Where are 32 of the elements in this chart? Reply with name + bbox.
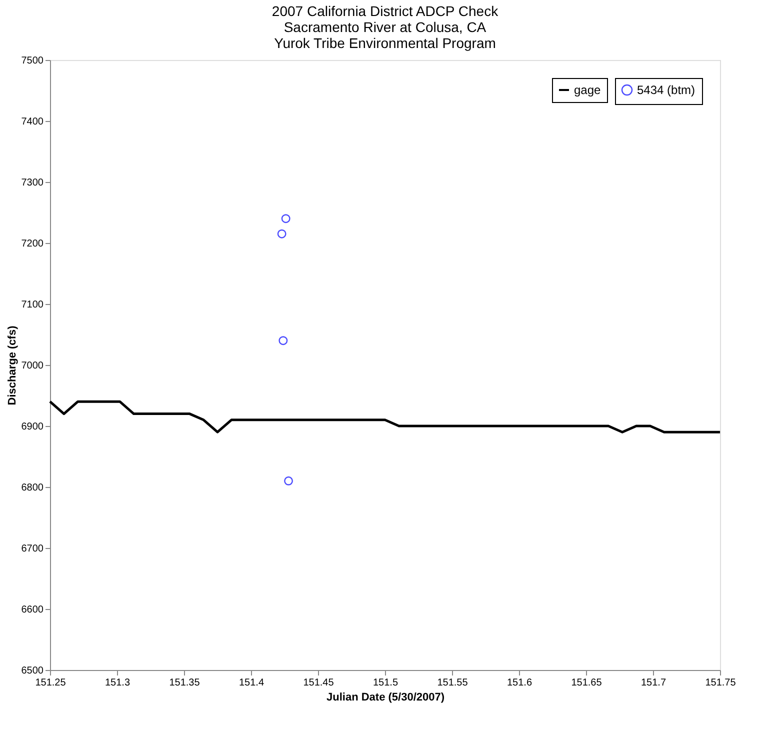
x-tick-label: 151.5 xyxy=(372,678,398,688)
point xyxy=(277,229,286,238)
x-tick-label: 151.4 xyxy=(238,678,264,688)
y-tick-label: 6800 xyxy=(21,482,44,494)
point xyxy=(281,214,290,224)
point xyxy=(284,476,293,486)
x-tick-label: 151.75 xyxy=(705,678,736,688)
x-tick-label: 151.45 xyxy=(303,678,334,688)
x-tick-label: 151.25 xyxy=(35,678,66,688)
y-tick-label: 7300 xyxy=(21,178,44,188)
y-tick-label: 7200 xyxy=(21,238,44,250)
x-tick-label: 151.35 xyxy=(169,678,200,688)
y-tick-label: 6600 xyxy=(21,604,44,616)
legend-label: 5434 (btm) xyxy=(637,83,696,97)
line-series xyxy=(48,400,722,434)
y-tick-label: 6900 xyxy=(21,422,44,432)
x-tick-label: 151.3 xyxy=(104,678,130,688)
chart-title: 2007 California District ADCP Check Sacramento River at Colusa, CA Yurok Tribe Environmental Program xyxy=(272,3,500,51)
legend-label: gage xyxy=(574,83,602,97)
y-tick-label: 7000 xyxy=(21,360,44,372)
y-axis-title: Discharge (cfs) xyxy=(6,325,18,406)
x-tick-label: 151.6 xyxy=(506,678,532,688)
y-tick-label: 6500 xyxy=(21,666,44,676)
point xyxy=(278,336,288,346)
x-tick-label: 151.7 xyxy=(640,678,666,688)
x-axis-title: Julian Date (5/30/2007) xyxy=(326,692,445,704)
x-tick-label: 151.65 xyxy=(571,678,602,688)
y-tick-label: 7100 xyxy=(21,300,44,310)
y-tick-label: 7500 xyxy=(21,56,44,66)
y-tick-label: 7400 xyxy=(21,116,44,128)
x-tick-label: 151.55 xyxy=(437,678,468,688)
y-tick-label: 6700 xyxy=(21,544,44,554)
